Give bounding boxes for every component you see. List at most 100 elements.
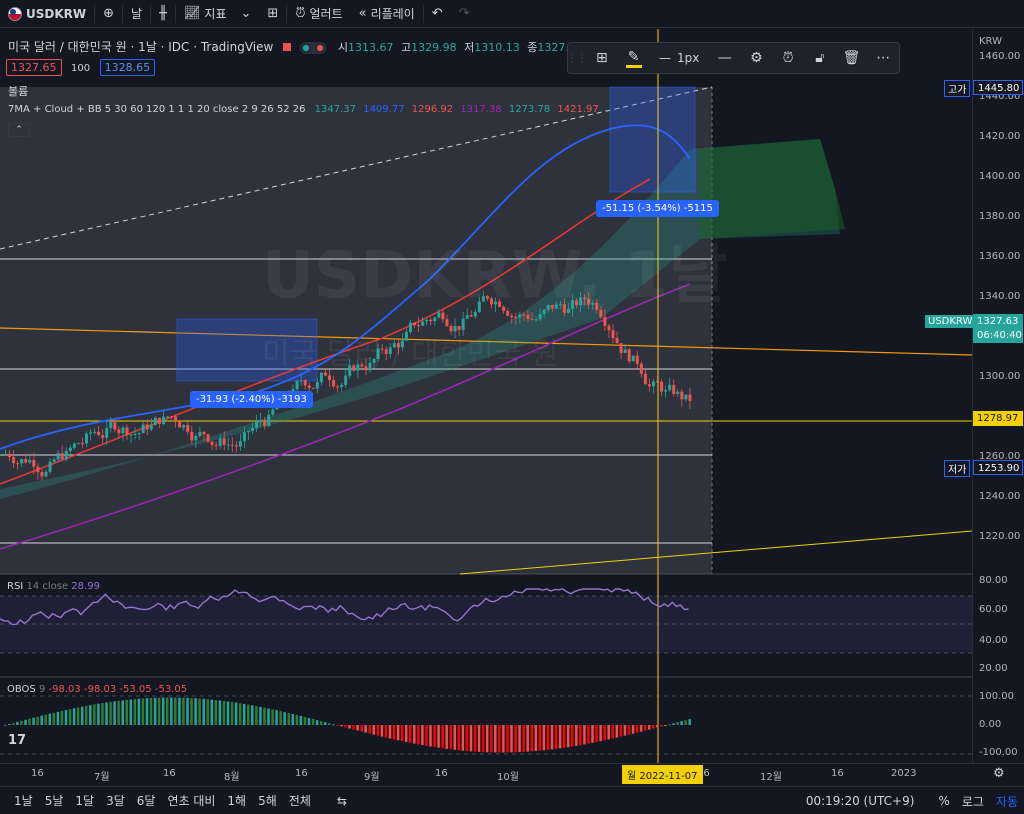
obos-bar — [279, 711, 282, 725]
volume-legend[interactable]: 볼륨 — [8, 85, 29, 98]
replay-button[interactable]: « 리플레이 — [351, 0, 423, 28]
ma-legend[interactable]: 7MA + Cloud + BB 5 30 60 120 1 1 1 20 cl… — [8, 104, 599, 115]
obos-bar — [263, 707, 266, 725]
redo-button[interactable]: ↷ — [451, 0, 478, 28]
candle-body — [226, 444, 230, 446]
add-alert-button[interactable]: ⏰︎ — [772, 43, 804, 73]
axis-settings-button[interactable]: ⚙ — [993, 766, 1005, 781]
candle-body — [307, 385, 311, 388]
candle-body — [449, 326, 453, 332]
range-all[interactable]: 전체 — [288, 794, 311, 808]
time-tick: 16 — [697, 768, 710, 779]
tradingview-logo[interactable]: 17 — [8, 733, 32, 751]
candle-body — [425, 319, 429, 322]
obos-bar — [89, 705, 92, 725]
time-tick: 9월 — [364, 772, 380, 783]
compare-button[interactable]: ⊕ — [95, 0, 122, 28]
obos-bar — [85, 705, 88, 725]
measure-label-1[interactable]: -31.93 (-2.40%) -3193 — [190, 391, 313, 408]
templates-button[interactable]: ⊞ — [586, 43, 618, 73]
range-1d[interactable]: 1날 — [14, 794, 33, 808]
obos-bar — [392, 725, 396, 740]
settings-button[interactable]: ⚙ — [741, 43, 773, 73]
obos-bar — [664, 725, 667, 726]
chart-pane[interactable]: USDKRW, 1날 미국 달러 / 대한민국 원 미국 달러 / 대한민국 원… — [0, 29, 972, 763]
candle-body — [137, 433, 141, 435]
delete-button[interactable]: 🗑︎ — [836, 43, 868, 73]
time-axis[interactable]: 16 7월 16 8월 16 9월 16 10월 16 12월 16 2023 … — [0, 763, 1024, 785]
more-icon: ⋯ — [876, 50, 891, 66]
obos-bar — [226, 701, 230, 725]
candle-body — [340, 384, 344, 387]
candle-body — [206, 434, 210, 442]
drag-handle[interactable]: ⋮⋮ — [567, 52, 587, 64]
obos-bar — [680, 721, 683, 725]
candle-body — [647, 384, 651, 387]
obos-bar — [558, 725, 562, 749]
symbol-search[interactable]: USDKRW — [0, 0, 94, 28]
rsi-legend[interactable]: RSI 14 close 28.99 — [7, 581, 100, 592]
obos-bar — [56, 711, 60, 725]
candle-body — [76, 443, 80, 445]
log-toggle[interactable]: 로그 — [961, 794, 984, 809]
range-1y[interactable]: 1해 — [227, 794, 247, 808]
undo-button[interactable]: ↶ — [424, 0, 451, 28]
price-tick: 1260.00 — [979, 451, 1021, 462]
range-ytd[interactable]: 연초 대비 — [167, 794, 216, 808]
line-style-button[interactable]: — — [709, 43, 741, 73]
range-5d[interactable]: 5날 — [44, 794, 64, 808]
obos-bar — [364, 725, 367, 733]
alert-button[interactable]: ⏰︎ 얼러트 — [287, 0, 350, 28]
obos-bar — [230, 702, 234, 725]
price-axis[interactable]: KRW 1460.00 1440.00 1420.00 1400.00 1380… — [972, 29, 1024, 763]
indicators-button[interactable]: 📈︎ 지표 ⌄ — [176, 0, 260, 28]
obos-bar — [429, 725, 432, 747]
line-width-button[interactable]: — 1px — [649, 43, 708, 73]
obos-bar — [469, 725, 473, 752]
obos-bar — [388, 725, 392, 739]
goto-date-button[interactable]: ⇆ — [331, 794, 353, 808]
range-5y[interactable]: 5해 — [258, 794, 277, 808]
obos-bar — [623, 725, 627, 736]
collapse-legend-button[interactable]: ⌃ — [8, 123, 30, 137]
visibility-toggle[interactable] — [300, 42, 327, 54]
lock-button[interactable]: 🔓︎ — [804, 43, 836, 73]
watermark: USDKRW, 1날 — [262, 239, 728, 313]
candle-body — [392, 343, 396, 348]
candle-body — [60, 453, 64, 460]
more-button[interactable]: ⋯ — [867, 43, 899, 73]
obos-bar — [506, 725, 509, 753]
high-label: 고 — [400, 41, 412, 54]
price-tick: 1300.00 — [979, 371, 1021, 382]
candle-body — [218, 438, 222, 446]
obos-value-2: -98.03 — [83, 684, 117, 695]
candle-body — [684, 394, 688, 400]
ask-button[interactable]: 1328.65 — [99, 59, 156, 76]
range-3m[interactable]: 3달 — [106, 794, 125, 808]
measure-label-2[interactable]: -51.15 (-3.54%) -5115 — [596, 200, 719, 217]
clock[interactable]: 00:19:20 (UTC+9) — [805, 794, 915, 808]
range-1m[interactable]: 1달 — [75, 794, 95, 808]
range-6m[interactable]: 6달 — [136, 794, 156, 808]
line-color-button[interactable]: ✎ — [618, 43, 650, 73]
obos-legend[interactable]: OBOS 9 -98.03 -98.03 -53.05 -53.05 — [7, 684, 187, 695]
chart-canvas[interactable] — [0, 29, 972, 763]
auto-toggle[interactable]: 자동 — [995, 794, 1018, 809]
obos-bar — [44, 714, 47, 725]
percent-toggle[interactable]: % — [938, 794, 950, 808]
obos-bar — [299, 715, 303, 725]
obos-bar — [287, 713, 290, 725]
chart-type-button[interactable]: ╫ — [151, 0, 175, 28]
candle-body — [344, 375, 348, 385]
currency-label[interactable]: KRW — [979, 36, 1002, 47]
candle-body — [336, 386, 340, 388]
high-tag: 1445.80 — [973, 80, 1023, 95]
candle-body — [182, 425, 186, 428]
obos-bar — [323, 722, 327, 725]
interval-button[interactable]: 날 — [123, 0, 150, 28]
price-tick: 1360.00 — [979, 251, 1021, 262]
time-tick: 12월 — [760, 772, 782, 783]
candle-body — [194, 436, 198, 441]
layout-button[interactable]: ⊞ — [259, 0, 286, 28]
bid-button[interactable]: 1327.65 — [6, 59, 62, 76]
